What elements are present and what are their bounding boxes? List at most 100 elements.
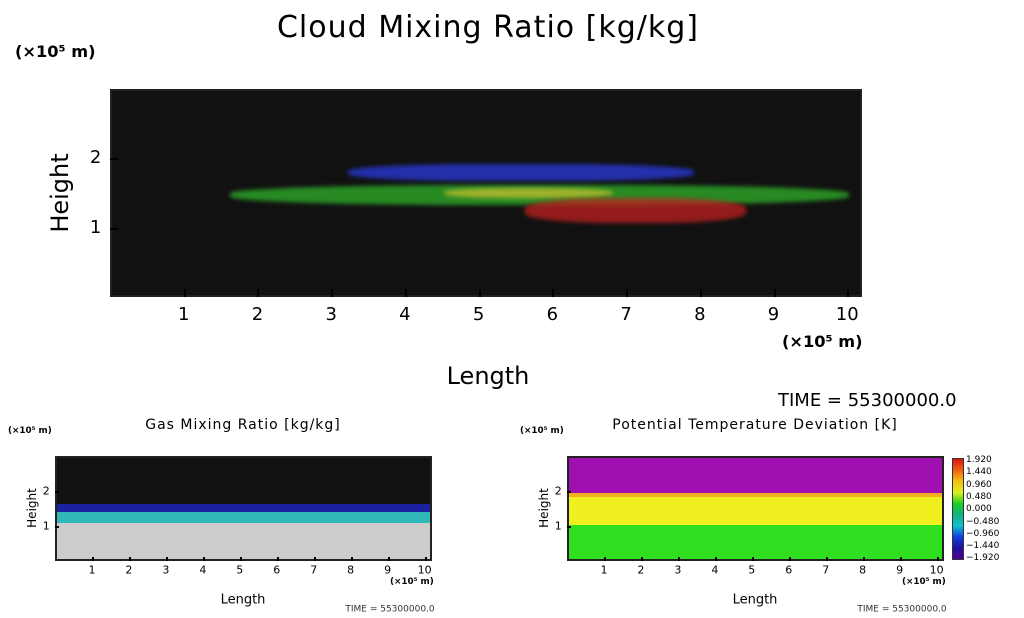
field-layer-red-cloud-patches xyxy=(524,198,747,223)
y-axis-label: Height xyxy=(46,153,74,233)
x-tick-label: 6 xyxy=(785,563,793,577)
x-tick xyxy=(165,557,168,561)
x-tick-label: 10 xyxy=(417,563,432,577)
x-tick-label: 9 xyxy=(384,563,392,577)
x-tick-label: 7 xyxy=(620,304,632,325)
x-tick-label: 1 xyxy=(177,304,190,325)
x-tick-label: 10 xyxy=(929,563,944,577)
x-tick-label: 5 xyxy=(748,563,756,577)
field-layer-lower-gray xyxy=(57,522,430,559)
field-layer-blue-cloud-layer xyxy=(347,163,695,182)
x-tick-label: 6 xyxy=(273,563,281,577)
time-label: TIME = 55300000.0 xyxy=(857,604,947,615)
chart-title: Gas Mixing Ratio [kg/kg] xyxy=(145,417,341,433)
x-tick xyxy=(257,289,260,297)
field-layer-upper-empty xyxy=(57,458,430,504)
x-tick xyxy=(699,289,702,297)
colorbar-label: −1.440 xyxy=(966,541,1000,552)
y-tick xyxy=(567,526,571,528)
x-tick-label: 2 xyxy=(251,304,264,325)
main-time-label: TIME = 55300000.0 xyxy=(778,390,957,411)
x-unit-label: (×10⁵ m) xyxy=(390,577,434,587)
y-unit-label: (×10⁵ m) xyxy=(15,42,96,61)
colorbar-label: −1.920 xyxy=(966,553,1000,564)
y-tick-label: 2 xyxy=(89,147,102,169)
colorbar-label: 0.480 xyxy=(966,491,992,502)
x-axis-label: Length xyxy=(220,592,266,608)
x-tick-label: 9 xyxy=(896,563,904,577)
x-tick-label: 6 xyxy=(546,304,559,325)
y-tick-label: 1 xyxy=(42,519,50,533)
x-tick xyxy=(128,557,131,561)
y-axis-label: Height xyxy=(537,488,551,528)
x-tick-label: 1 xyxy=(88,563,96,577)
plot-area xyxy=(55,456,432,561)
x-tick xyxy=(202,557,205,561)
x-tick xyxy=(640,557,643,561)
x-tick xyxy=(478,289,481,297)
x-tick-label: 1 xyxy=(600,563,608,577)
y-unit-label: (×10⁵ m) xyxy=(520,426,564,436)
y-axis-label: Height xyxy=(25,488,39,528)
y-unit-label: (×10⁵ m) xyxy=(8,426,52,436)
y-tick xyxy=(567,491,571,493)
x-tick xyxy=(424,557,427,561)
field-layer-blue-layer xyxy=(57,503,430,513)
x-tick-label: 8 xyxy=(859,563,867,577)
x-unit-label: (×10⁵ m) xyxy=(902,577,946,587)
y-tick-label: 2 xyxy=(554,484,562,498)
x-tick xyxy=(788,557,791,561)
plot-area xyxy=(110,89,862,297)
x-tick xyxy=(847,289,850,297)
x-tick xyxy=(825,557,828,561)
x-tick-label: 3 xyxy=(325,304,337,325)
x-tick-label: 3 xyxy=(162,563,170,577)
x-tick xyxy=(677,557,680,561)
x-tick-label: 2 xyxy=(637,563,645,577)
x-tick-label: 4 xyxy=(399,304,411,325)
field-layer-yellow xyxy=(569,496,942,525)
x-tick xyxy=(603,557,606,561)
y-tick xyxy=(55,526,59,528)
field-layer-upper xyxy=(569,458,942,493)
chart-title: Potential Temperature Deviation [K] xyxy=(612,417,898,433)
x-tick-label: 5 xyxy=(236,563,244,577)
x-tick xyxy=(183,289,186,297)
field-layer-yellow-cloud-core xyxy=(443,188,614,199)
y-tick xyxy=(110,227,118,230)
field-layer-orange-band xyxy=(569,493,942,497)
chart-title: Cloud Mixing Ratio [kg/kg] xyxy=(276,10,700,45)
x-axis-label: Length xyxy=(446,362,530,390)
x-tick xyxy=(773,289,776,297)
x-tick xyxy=(350,557,353,561)
x-tick-label: 2 xyxy=(125,563,133,577)
y-tick xyxy=(55,491,59,493)
colorbar-label: 1.920 xyxy=(966,455,992,465)
x-tick-label: 7 xyxy=(822,563,830,577)
x-tick xyxy=(387,557,390,561)
x-tick xyxy=(404,289,407,297)
x-tick-label: 5 xyxy=(472,304,485,325)
x-tick-label: 3 xyxy=(674,563,682,577)
y-tick-label: 1 xyxy=(554,519,562,533)
colorbar xyxy=(952,458,964,560)
x-tick xyxy=(751,557,754,561)
x-tick-label: 8 xyxy=(347,563,355,577)
x-tick-label: 4 xyxy=(711,563,719,577)
x-tick-label: 8 xyxy=(694,304,706,325)
colorbar-label: 0.000 xyxy=(966,504,992,515)
x-tick xyxy=(239,557,242,561)
x-tick xyxy=(552,289,555,297)
colorbar-label: 0.960 xyxy=(966,479,992,490)
x-tick xyxy=(899,557,902,561)
x-tick xyxy=(862,557,865,561)
x-unit-label: (×10⁵ m) xyxy=(782,332,863,351)
colorbar-label: −0.960 xyxy=(966,528,1000,539)
x-tick-label: 10 xyxy=(835,304,859,325)
field-layer-green xyxy=(569,524,942,559)
x-tick xyxy=(331,289,334,297)
x-axis-label: Length xyxy=(732,592,778,608)
x-tick xyxy=(936,557,939,561)
colorbar-label: 1.440 xyxy=(966,467,992,478)
field-layer-cyan-layer xyxy=(57,512,430,523)
